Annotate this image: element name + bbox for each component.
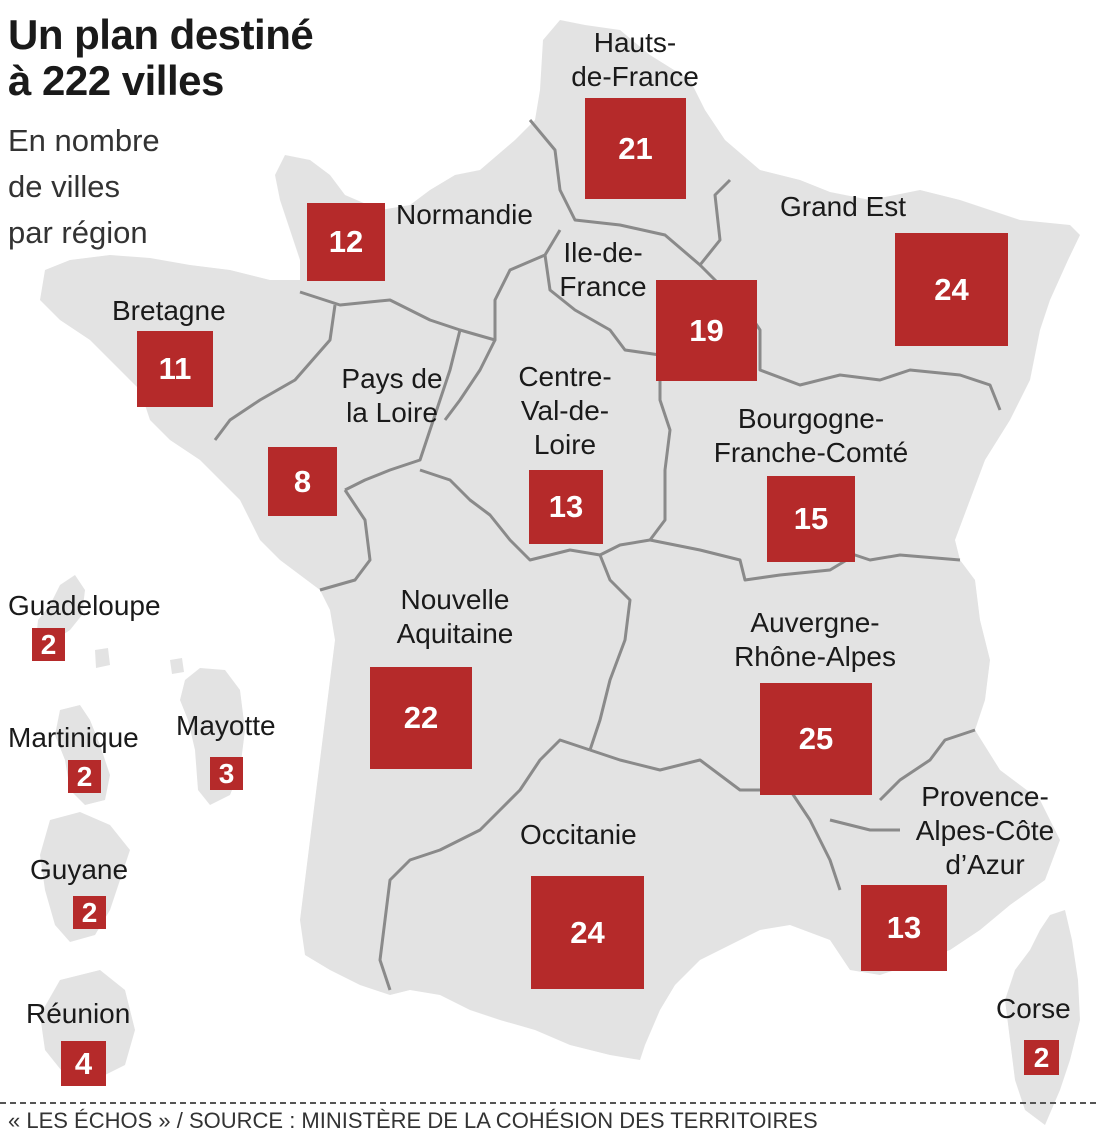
count-badge-guyane: 2 [73, 896, 106, 929]
count-badge-paca: 13 [861, 885, 947, 971]
region-label-pays-de-la-loire: Pays de la Loire [341, 363, 443, 428]
map-title: Un plan destiné à 222 villes [8, 11, 314, 104]
region-label-mayotte: Mayotte [176, 710, 276, 741]
region-label-paca: Provence- Alpes-Côte d’Azur [915, 781, 1055, 880]
subtitle-line-3: par région [8, 215, 148, 250]
count-badge-auvergne-rhone-alpes: 25 [760, 683, 872, 795]
source-credit: « LES ÉCHOS » / SOURCE : MINISTÈRE DE LA… [8, 1108, 818, 1133]
region-label-corse: Corse [996, 993, 1071, 1024]
count-badge-occitanie: 24 [531, 876, 644, 989]
region-label-nouvelle-aquitaine: Nouvelle Aquitaine [396, 584, 514, 649]
region-label-occitanie: Occitanie [520, 819, 637, 850]
guyane-shape [40, 812, 130, 942]
region-label-guyane: Guyane [30, 854, 129, 885]
region-label-martinique: Martinique [8, 722, 139, 753]
map-subtitle: En nombre de villes par région [8, 118, 160, 256]
count-badge-guadeloupe: 2 [32, 628, 65, 661]
region-label-auvergne-rhone-alpes: Auvergne- Rhône-Alpes [734, 607, 896, 672]
title-line-1: Un plan destiné [8, 11, 314, 58]
region-label-reunion: Réunion [26, 998, 131, 1029]
count-badge-mayotte: 3 [210, 757, 243, 790]
corse-shape [1005, 910, 1080, 1125]
subtitle-line-1: En nombre [8, 123, 160, 158]
region-label-bourgogne-franche-comte: Bourgogne- Franche-Comté [713, 403, 909, 468]
region-label-hauts-de-france: Hauts- de-France [571, 27, 699, 92]
count-badge-ile-de-france: 19 [656, 280, 757, 381]
title-line-2: à 222 villes [8, 57, 224, 104]
subtitle-line-2: de villes [8, 169, 120, 204]
region-label-grand-est: Grand Est [780, 191, 907, 222]
region-label-normandie: Normandie [396, 199, 533, 230]
region-label-guadeloupe: Guadeloupe [8, 590, 161, 621]
count-badge-pays-de-la-loire: 8 [268, 447, 337, 516]
guadeloupe-shape [35, 575, 110, 668]
count-badge-normandie: 12 [307, 203, 385, 281]
count-badge-corse: 2 [1024, 1040, 1059, 1075]
count-badge-nouvelle-aquitaine: 22 [370, 667, 472, 769]
region-label-bretagne: Bretagne [112, 295, 226, 326]
count-badge-bourgogne-franche-comte: 15 [767, 476, 855, 562]
count-badge-hauts-de-france: 21 [585, 98, 686, 199]
count-badge-bretagne: 11 [137, 331, 213, 407]
count-badge-reunion: 4 [61, 1041, 106, 1086]
count-badge-centre-val-de-loire: 13 [529, 470, 603, 544]
region-label-centre-val-de-loire: Centre- Val-de- Loire [518, 361, 612, 460]
footer-divider [0, 1102, 1096, 1104]
count-badge-martinique: 2 [68, 760, 101, 793]
region-label-ile-de-france: Ile-de- France [559, 237, 647, 302]
count-badge-grand-est: 24 [895, 233, 1008, 346]
